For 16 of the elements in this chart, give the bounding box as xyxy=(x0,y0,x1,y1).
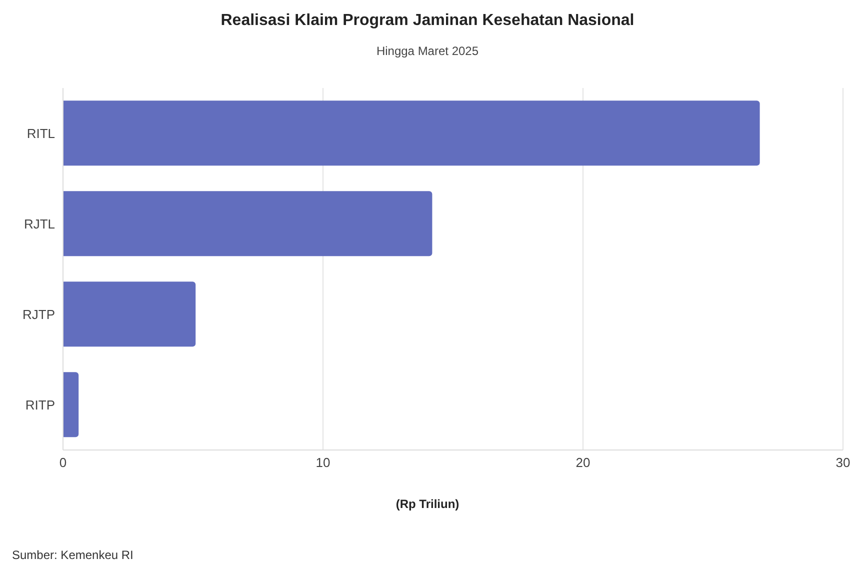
x-tick-label: 20 xyxy=(576,455,590,470)
bar xyxy=(63,191,432,256)
chart-title: Realisasi Klaim Program Jaminan Kesehatan Nasional xyxy=(220,12,636,30)
x-axis-title: (Rp Triliun) xyxy=(394,497,460,511)
bar xyxy=(63,372,79,438)
chart-subtitle: Hingga Maret 2025 xyxy=(375,44,480,58)
y-tick-label: RJTL xyxy=(24,216,55,232)
x-tick-label: 0 xyxy=(59,455,67,470)
y-tick-label: RJTP xyxy=(22,306,55,322)
text: Sumber: Kemenkeu RI xyxy=(12,548,134,562)
y-tick-label: RITL xyxy=(26,126,55,141)
x-tick-label: 10 xyxy=(316,455,330,470)
bar xyxy=(63,100,760,166)
y-tick-label: RITP xyxy=(25,397,55,412)
bar xyxy=(63,282,196,347)
x-tick-label: 30 xyxy=(836,455,850,470)
